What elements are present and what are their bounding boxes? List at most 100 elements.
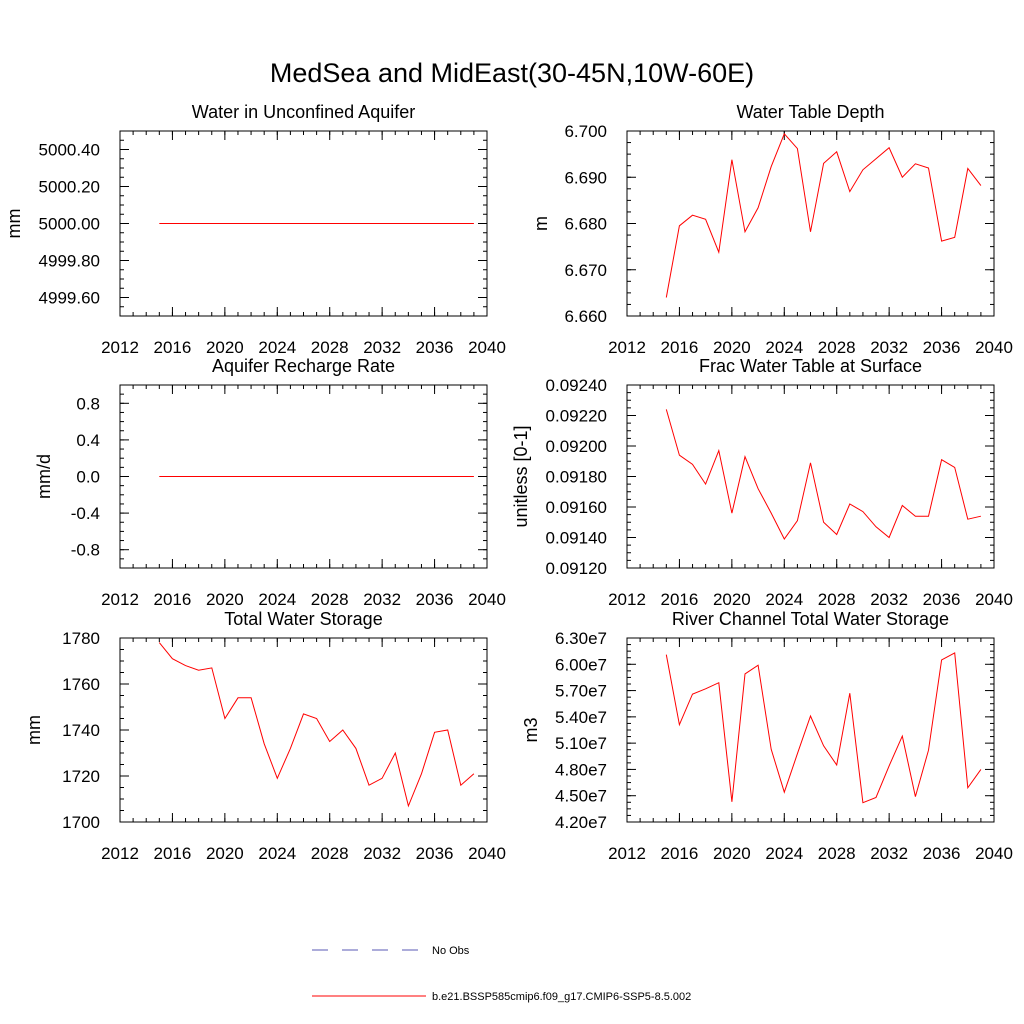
y-tick-label: 5000.40 xyxy=(39,141,100,160)
y-tick-label: 0.09220 xyxy=(546,407,607,426)
x-tick-label: 2040 xyxy=(975,844,1013,863)
plot-frame xyxy=(626,637,995,823)
x-tick-label: 2040 xyxy=(468,590,506,609)
x-tick-label: 2012 xyxy=(608,338,646,357)
y-tick-label: 4.80e7 xyxy=(555,760,607,779)
y-tick-label: 5000.00 xyxy=(39,215,100,234)
x-tick-label: 2028 xyxy=(311,844,349,863)
plot-frame xyxy=(119,637,488,823)
y-tick-label: -0.4 xyxy=(71,504,100,523)
x-tick-label: 2020 xyxy=(713,590,751,609)
y-tick-label: 1780 xyxy=(62,629,100,648)
x-tick-label: 2020 xyxy=(206,338,244,357)
x-tick-label: 2020 xyxy=(206,590,244,609)
x-tick-label: 2036 xyxy=(923,590,961,609)
panel-6: River Channel Total Water Storage 2012 201… xyxy=(521,609,1013,863)
x-tick-label: 2012 xyxy=(608,844,646,863)
y-tick-label: 1700 xyxy=(62,813,100,832)
x-tick-label: 2032 xyxy=(363,338,401,357)
x-tick-label: 2012 xyxy=(608,590,646,609)
x-tick-label: 2016 xyxy=(661,844,699,863)
y-tick-label: 6.660 xyxy=(564,307,607,326)
y-axis-label: m xyxy=(531,216,551,231)
y-tick-label: 5.70e7 xyxy=(555,682,607,701)
panel-5: Total Water Storage 2012 2016 2020 2024 2028 2… xyxy=(24,609,506,863)
y-tick-label: -0.8 xyxy=(71,541,100,560)
x-tick-label: 2024 xyxy=(258,844,296,863)
x-tick-label: 2020 xyxy=(206,844,244,863)
x-tick-label: 2032 xyxy=(870,844,908,863)
panel-1: Water in Unconfined Aquifer 2012 2016 2020 2… xyxy=(4,102,506,357)
y-axis-label: mm xyxy=(4,209,24,239)
y-tick-label: 0.09200 xyxy=(546,437,607,456)
x-tick-label: 2028 xyxy=(818,338,856,357)
x-tick-label: 2028 xyxy=(311,590,349,609)
y-tick-label: 6.670 xyxy=(564,261,607,280)
y-tick-label: 6.680 xyxy=(564,215,607,234)
x-tick-label: 2036 xyxy=(416,844,454,863)
x-tick-label: 2016 xyxy=(661,590,699,609)
x-tick-label: 2016 xyxy=(154,844,192,863)
y-tick-label: 0.4 xyxy=(76,431,100,450)
x-tick-label: 2012 xyxy=(101,844,139,863)
x-tick-label: 2028 xyxy=(311,338,349,357)
y-axis-label: m3 xyxy=(521,717,541,742)
panel-3: Aquifer Recharge Rate 2012 2016 2020 2024 202… xyxy=(34,356,506,609)
y-tick-label: 6.00e7 xyxy=(555,655,607,674)
y-tick-label: 5000.20 xyxy=(39,178,100,197)
legend-label-no-obs: No Obs xyxy=(432,945,470,957)
panel-title: Total Water Storage xyxy=(224,609,382,629)
x-tick-label: 2040 xyxy=(975,590,1013,609)
y-tick-label: 0.09120 xyxy=(546,559,607,578)
x-tick-label: 2024 xyxy=(765,338,803,357)
x-tick-label: 2036 xyxy=(416,590,454,609)
y-tick-label: 4999.80 xyxy=(39,252,100,271)
y-tick-label: 1760 xyxy=(62,675,100,694)
y-tick-label: 4.50e7 xyxy=(555,787,607,806)
x-tick-label: 2012 xyxy=(101,338,139,357)
x-tick-label: 2040 xyxy=(468,844,506,863)
y-tick-label: 0.09160 xyxy=(546,498,607,517)
y-tick-label: 0.0 xyxy=(76,468,100,487)
x-tick-label: 2024 xyxy=(258,590,296,609)
x-tick-label: 2012 xyxy=(101,590,139,609)
y-tick-label: 1740 xyxy=(62,721,100,740)
x-tick-label: 2032 xyxy=(363,844,401,863)
y-tick-label: 4999.60 xyxy=(39,289,100,308)
y-tick-label: 1720 xyxy=(62,767,100,786)
y-tick-label: 6.690 xyxy=(564,168,607,187)
panel-4: Frac Water Table at Surface 2012 2016 2020 2… xyxy=(511,356,1013,609)
x-tick-label: 2036 xyxy=(923,844,961,863)
series-line xyxy=(665,409,982,540)
panels: Water in Unconfined Aquifer 2012 2016 2020 2… xyxy=(4,102,1013,863)
x-tick-label: 2020 xyxy=(713,844,751,863)
series-line xyxy=(158,642,475,808)
x-tick-label: 2032 xyxy=(363,590,401,609)
y-tick-label: 0.09140 xyxy=(546,529,607,548)
x-tick-label: 2028 xyxy=(818,590,856,609)
x-tick-label: 2016 xyxy=(154,590,192,609)
figure-title: MedSea and MidEast(30-45N,10W-60E) xyxy=(270,58,754,88)
x-tick-label: 2036 xyxy=(416,338,454,357)
series-line xyxy=(665,652,982,804)
x-tick-label: 2032 xyxy=(870,590,908,609)
y-tick-label: 6.700 xyxy=(564,122,607,141)
y-tick-label: 4.20e7 xyxy=(555,813,607,832)
x-tick-label: 2040 xyxy=(468,338,506,357)
y-axis-label: unitless [0-1] xyxy=(511,425,531,527)
y-axis-label: mm/d xyxy=(34,454,54,499)
x-tick-label: 2024 xyxy=(765,590,803,609)
panel-title: Water in Unconfined Aquifer xyxy=(192,102,415,122)
panel-title: Frac Water Table at Surface xyxy=(699,356,922,376)
y-tick-label: 0.8 xyxy=(76,394,100,413)
x-tick-label: 2016 xyxy=(661,338,699,357)
y-tick-label: 0.09240 xyxy=(546,376,607,395)
legend-label-model: b.e21.BSSP585cmip6.f09_g17.CMIP6-SSP5-8.… xyxy=(432,991,691,1003)
y-tick-label: 0.09180 xyxy=(546,468,607,487)
panel-title: River Channel Total Water Storage xyxy=(672,609,949,629)
legend: No Obs b.e21.BSSP585cmip6.f09_g17.CMIP6-… xyxy=(312,945,691,1003)
plot-frame xyxy=(626,384,995,569)
x-tick-label: 2020 xyxy=(713,338,751,357)
x-tick-label: 2024 xyxy=(258,338,296,357)
